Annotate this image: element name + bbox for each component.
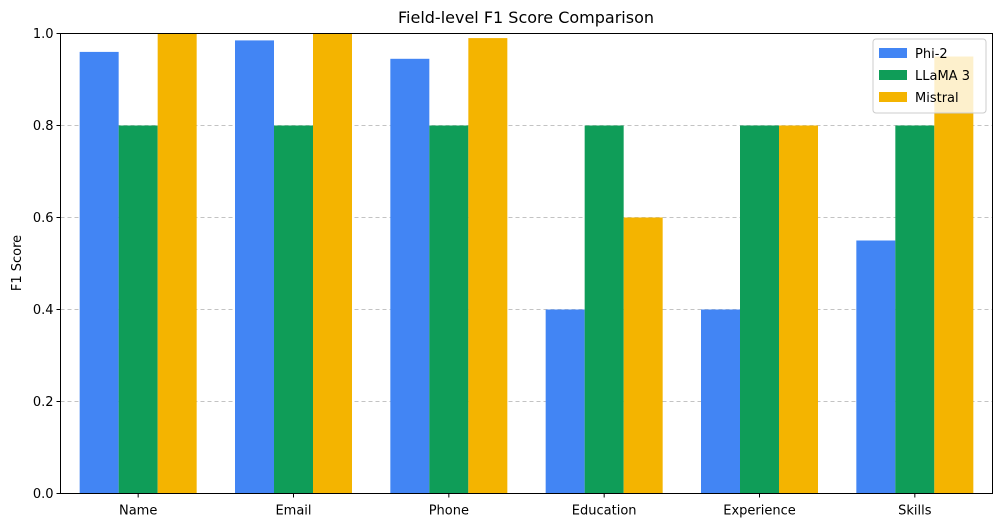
gridlines [60,125,993,402]
legend-label: Mistral [915,91,959,106]
bar-phi-2-experience [701,309,740,494]
y-tick-label: 0.2 [33,395,54,410]
bar-mistral-skills [934,56,974,494]
x-tick-label: Skills [898,504,932,519]
bar-llama-3-email [274,125,313,494]
bar-llama-3-phone [429,125,469,494]
plot-frame [60,33,993,494]
bar-phi-2-email [235,40,274,494]
legend-label: Phi-2 [915,47,948,62]
y-tick-label: 0.4 [33,303,54,318]
bar-phi-2-education [545,309,585,494]
x-tick-label: Email [275,504,311,519]
x-axis-ticks: Name Email Phone Education Experience Skills [119,493,932,519]
bar-llama-3-skills [895,125,935,494]
bar-mistral-education [623,217,663,494]
y-axis-label: F1 Score [10,235,25,291]
bar-mistral-name [157,33,197,494]
y-axis-ticks: 0.0 0.2 0.4 0.6 0.8 1.0 [33,27,61,502]
y-tick-label: 0.0 [33,487,54,502]
legend-swatch [879,70,907,80]
legend-label: LLaMA 3 [915,69,970,84]
chart-title: Field-level F1 Score Comparison [398,8,654,27]
bar-mistral-experience [779,125,818,494]
x-tick-label: Experience [723,504,796,519]
y-tick-label: 0.8 [33,119,54,134]
x-tick-label: Name [119,504,157,519]
y-tick-label: 0.6 [33,211,54,226]
bars [79,33,974,494]
bar-llama-3-name [118,125,158,494]
legend: Phi-2 LLaMA 3 Mistral [872,38,987,114]
legend-swatch [879,48,907,58]
x-tick-label: Education [572,504,637,519]
y-tick-label: 1.0 [33,27,54,42]
bar-llama-3-education [584,125,624,494]
bar-phi-2-name [79,51,119,494]
x-tick-label: Phone [429,504,469,519]
bar-mistral-phone [468,38,508,494]
bar-llama-3-experience [740,125,779,494]
bar-phi-2-phone [390,58,430,494]
bar-phi-2-skills [856,240,896,494]
legend-swatch [879,92,907,102]
bar-mistral-email [313,33,352,494]
